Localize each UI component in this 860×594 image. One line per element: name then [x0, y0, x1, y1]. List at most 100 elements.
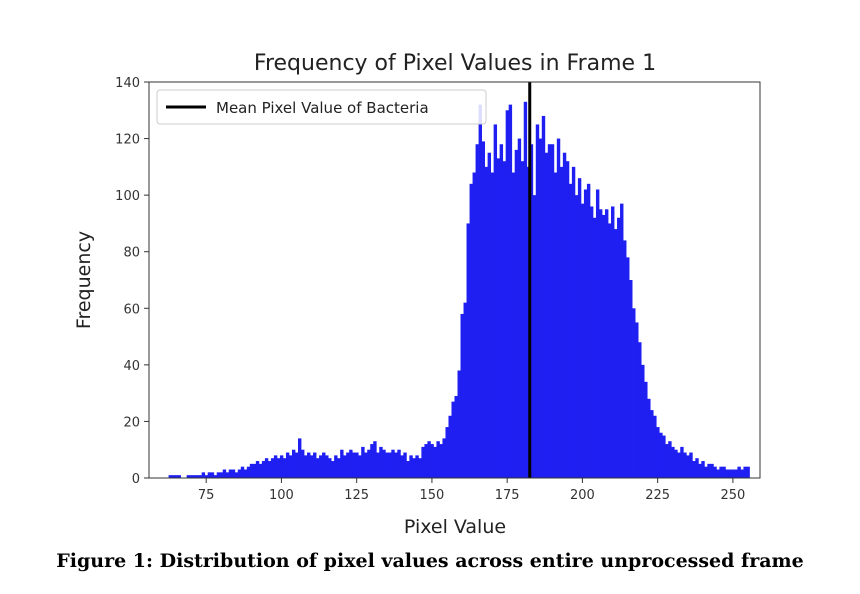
x-axis-label: Pixel Value: [404, 516, 506, 538]
histogram-bar: [412, 458, 416, 478]
figure-caption: Figure 1: Distribution of pixel values a…: [56, 550, 804, 572]
y-tick-label: 60: [123, 302, 140, 317]
histogram-bar: [695, 458, 699, 478]
histogram-bar: [656, 427, 660, 478]
bars-group: [168, 101, 750, 479]
histogram-bar: [614, 229, 618, 478]
y-tick-label: 100: [115, 189, 140, 204]
histogram-bar: [255, 461, 260, 478]
histogram-bar: [469, 183, 473, 478]
histogram-bar: [388, 452, 392, 478]
x-axis-ticks: 75 100 125 150 175 200 225 250: [198, 478, 745, 503]
histogram-bar: [430, 444, 434, 478]
histogram-bar: [641, 364, 645, 478]
histogram-bar: [553, 172, 558, 478]
histogram-bar: [466, 223, 470, 478]
histogram-bar: [337, 458, 341, 478]
histogram-bar: [623, 240, 627, 478]
histogram-bar: [713, 466, 717, 478]
y-tick-label: 80: [123, 246, 140, 261]
histogram-bar: [659, 432, 663, 478]
histogram-bar: [195, 475, 200, 478]
x-tick-label: 150: [420, 488, 445, 503]
histogram-bar: [728, 469, 732, 478]
histogram-bar: [487, 152, 492, 478]
histogram-bar: [409, 455, 413, 478]
histogram-bar: [331, 461, 335, 478]
histogram-bar: [322, 452, 326, 478]
histogram-bar: [463, 302, 467, 478]
histogram-bar: [177, 475, 181, 478]
histogram-bar: [213, 475, 218, 478]
histogram-bar: [186, 475, 191, 478]
histogram-bar: [373, 441, 377, 478]
histogram-bar: [228, 469, 233, 478]
histogram-bar: [746, 466, 750, 478]
histogram-bar: [517, 138, 522, 478]
histogram-bar: [671, 446, 675, 478]
histogram-bar: [562, 152, 567, 478]
histogram-bar: [234, 472, 239, 478]
histogram-bar: [189, 475, 194, 478]
histogram-bar: [418, 458, 422, 478]
histogram-bar: [385, 452, 389, 478]
histogram-bar: [626, 257, 630, 478]
histogram-bar: [210, 472, 215, 478]
histogram-bar: [294, 452, 299, 478]
histogram-bar: [475, 144, 479, 479]
histogram-bar: [520, 161, 525, 478]
histogram-bar: [445, 427, 449, 478]
histogram-bar: [644, 381, 648, 478]
histogram-bar: [379, 446, 383, 478]
histogram-bar: [216, 472, 221, 478]
histogram-bar: [424, 444, 428, 478]
histogram-bar: [415, 455, 419, 478]
histogram-bar: [406, 461, 410, 478]
histogram-bar: [544, 152, 549, 478]
histogram-bar: [719, 466, 723, 478]
histogram-bar: [617, 217, 621, 478]
histogram-bar: [632, 308, 636, 478]
histogram-bar: [276, 458, 281, 478]
histogram-bar: [580, 203, 585, 478]
histogram-bar: [716, 469, 720, 478]
histogram-bar: [198, 475, 203, 478]
histogram-bar: [285, 452, 290, 478]
histogram-bar: [421, 446, 425, 478]
histogram-bar: [725, 469, 729, 478]
histogram-bar: [484, 166, 489, 479]
histogram-bar: [601, 214, 606, 478]
histogram-bar: [225, 472, 230, 478]
histogram-bar: [577, 178, 582, 479]
x-tick-label: 250: [720, 488, 745, 503]
histogram-bar: [403, 452, 407, 478]
histogram-bar: [219, 472, 224, 478]
histogram-bar: [301, 449, 305, 478]
histogram-bar: [559, 166, 564, 479]
histogram-chart: Frequency of Pixel Values in Frame 1 75 1…: [73, 51, 761, 538]
histogram-bar: [328, 458, 332, 478]
histogram-bar: [550, 144, 555, 479]
histogram-bar: [370, 444, 374, 478]
histogram-bar: [355, 452, 359, 478]
histogram-bar: [629, 280, 633, 478]
histogram-bar: [502, 161, 507, 478]
histogram-bar: [740, 469, 744, 478]
histogram-bar: [304, 455, 308, 478]
histogram-bar: [427, 441, 431, 478]
histogram-bar: [261, 461, 266, 478]
x-tick-label: 100: [269, 488, 294, 503]
histogram-bar: [282, 458, 287, 478]
histogram-bar: [698, 463, 702, 478]
y-tick-label: 0: [132, 472, 140, 487]
histogram-bar: [288, 455, 293, 478]
histogram-bar: [307, 452, 311, 478]
histogram-bar: [448, 415, 452, 478]
histogram-bar: [168, 475, 172, 478]
histogram-bar: [201, 472, 206, 478]
histogram-bar: [689, 452, 693, 478]
histogram-bar: [701, 461, 705, 478]
histogram-bar: [222, 469, 227, 478]
histogram-bar: [683, 452, 687, 478]
